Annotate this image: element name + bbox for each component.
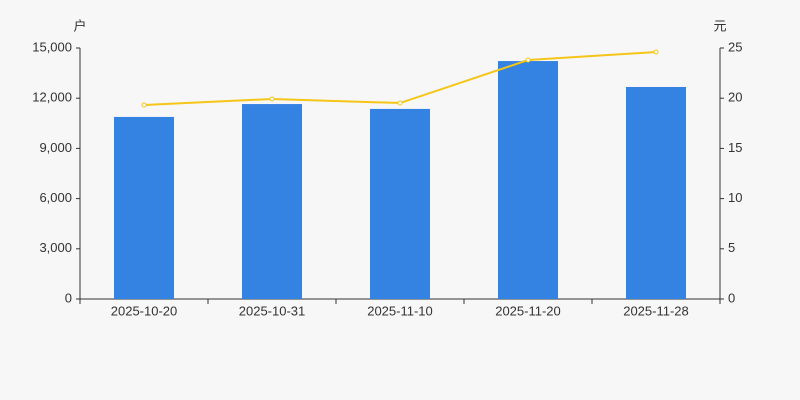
bar [114, 116, 174, 299]
x-tick-label: 2025-10-20 [111, 303, 178, 318]
x-tick-label: 2025-11-20 [495, 303, 561, 318]
x-tick-label: 2025-11-28 [623, 303, 689, 318]
y2-tick-label: 5 [728, 240, 735, 255]
y2-tick-label: 15 [728, 140, 742, 155]
line-point [141, 102, 147, 108]
y2-tick-label: 10 [728, 190, 742, 205]
y-tick-label: 0 [65, 290, 72, 305]
line-point [269, 96, 275, 102]
y-tick-label: 12,000 [32, 90, 72, 105]
line-point [525, 57, 531, 63]
bar [626, 86, 686, 299]
y2-axis-unit: 元 [713, 18, 726, 33]
bar [370, 108, 430, 299]
y-tick-label: 9,000 [39, 140, 72, 155]
y-tick-label: 3,000 [39, 240, 72, 255]
x-tick-label: 2025-11-10 [367, 303, 433, 318]
x-tick-label: 2025-10-31 [239, 303, 306, 318]
y2-tick-label: 25 [728, 39, 742, 54]
y-axis-unit: 户 [73, 18, 86, 33]
y2-tick-label: 0 [728, 290, 735, 305]
y-tick-label: 15,000 [32, 39, 72, 54]
line-point [653, 49, 659, 55]
bar [498, 61, 558, 299]
bar [242, 104, 302, 299]
line-point [397, 100, 403, 106]
y2-tick-label: 20 [728, 90, 742, 105]
y-tick-label: 6,000 [39, 190, 72, 205]
